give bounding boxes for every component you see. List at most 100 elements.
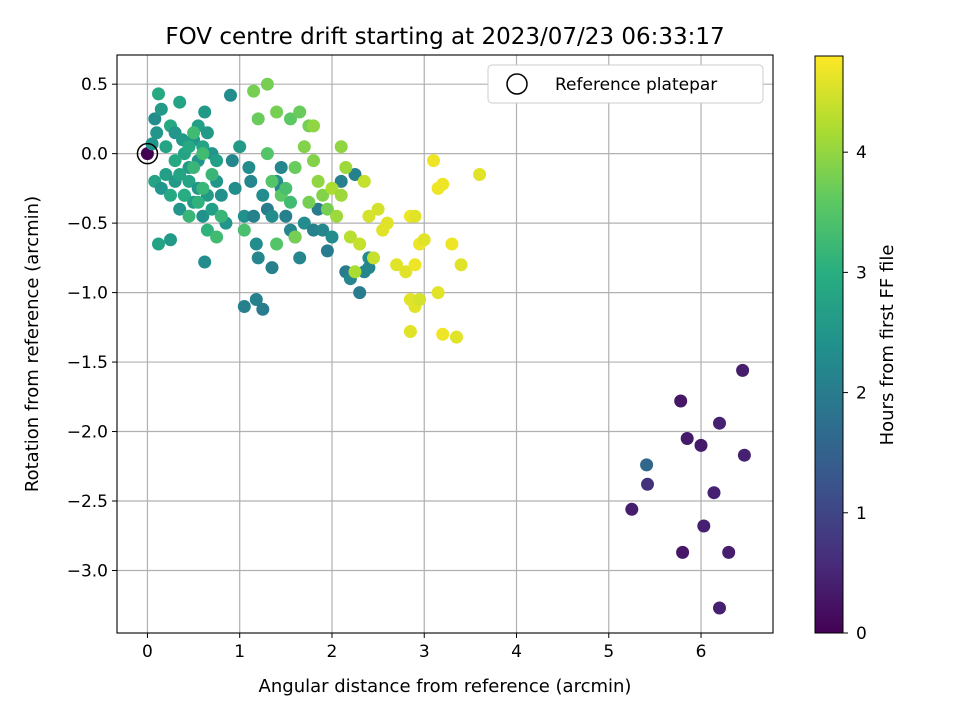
- data-point: [265, 174, 279, 188]
- data-point: [288, 230, 302, 244]
- data-point: [196, 147, 210, 161]
- y-tick-label: −0.5: [67, 214, 108, 234]
- data-point: [625, 502, 639, 516]
- data-point: [256, 188, 270, 202]
- data-point: [225, 154, 239, 168]
- data-point: [228, 181, 242, 195]
- x-tick-label: 3: [419, 642, 430, 662]
- data-point: [320, 202, 334, 216]
- data-point: [154, 102, 168, 116]
- x-axis-label: Angular distance from reference (arcmin): [259, 676, 632, 697]
- data-point: [316, 223, 330, 237]
- data-point: [454, 258, 468, 272]
- data-point: [210, 230, 224, 244]
- data-point: [168, 154, 182, 168]
- y-axis-ticks: 0.5 0.0 −0.5 −1.0 −1.5 −2.0 −2.5 −3.0: [67, 75, 117, 581]
- data-point: [694, 438, 708, 452]
- data-point: [399, 265, 413, 279]
- data-point: [334, 174, 348, 188]
- colorbar-tick-label: 3: [856, 263, 867, 283]
- legend-label: Reference platepar: [555, 75, 717, 95]
- data-point: [214, 209, 228, 223]
- x-tick-label: 4: [511, 642, 522, 662]
- data-point: [279, 181, 293, 195]
- legend: Reference platepar: [487, 64, 764, 104]
- data-point: [159, 168, 173, 181]
- data-point: [152, 87, 165, 101]
- data-point: [408, 209, 422, 223]
- data-point: [339, 161, 353, 174]
- x-tick-label: 0: [142, 642, 153, 662]
- data-point: [362, 209, 376, 223]
- data-point: [249, 293, 263, 306]
- x-tick-label: 2: [327, 642, 338, 662]
- data-point: [182, 140, 196, 154]
- data-point: [205, 168, 219, 181]
- data-point: [164, 188, 177, 202]
- colorbar-tick-label: 1: [856, 504, 867, 524]
- data-point: [390, 258, 404, 272]
- colorbar-tick-label: 4: [856, 143, 867, 163]
- data-point: [205, 202, 219, 216]
- data-point: [408, 258, 422, 272]
- colorbar-ticks: 0 1 2 3 4: [843, 143, 867, 644]
- data-point: [148, 112, 162, 126]
- data-point: [357, 174, 371, 188]
- data-point: [210, 154, 224, 168]
- data-point: [311, 174, 325, 188]
- data-point: [154, 181, 168, 195]
- y-tick-label: 0.5: [81, 75, 108, 95]
- data-point: [187, 161, 201, 174]
- data-point: [697, 519, 711, 533]
- colorbar-tick-label: 0: [856, 624, 867, 644]
- data-point: [237, 209, 251, 223]
- data-point: [260, 77, 274, 91]
- colorbar-tick-label: 2: [856, 384, 867, 404]
- chart-title: FOV centre drift starting at 2023/07/23 …: [165, 24, 724, 50]
- data-point: [237, 300, 251, 313]
- data-point: [450, 330, 463, 344]
- colorbar: 0 1 2 3 4 Hours from first FF file: [814, 55, 898, 644]
- y-tick-label: −2.0: [67, 423, 108, 443]
- x-tick-label: 6: [696, 642, 707, 662]
- data-point: [436, 327, 450, 341]
- data-point: [436, 177, 450, 191]
- data-point: [256, 302, 270, 316]
- data-point: [353, 237, 367, 251]
- data-point: [242, 161, 256, 174]
- data-point: [367, 251, 380, 265]
- data-point: [279, 209, 293, 223]
- data-point: [187, 126, 201, 140]
- data-point: [140, 147, 154, 161]
- plot-frame: [116, 54, 774, 634]
- data-point: [403, 325, 417, 338]
- data-point: [713, 416, 726, 430]
- data-point: [413, 293, 427, 306]
- data-point: [249, 237, 263, 251]
- data-point: [198, 255, 212, 269]
- data-point: [316, 188, 330, 202]
- data-point: [173, 95, 187, 109]
- data-point: [431, 286, 445, 300]
- data-point: [674, 394, 688, 408]
- data-point: [173, 202, 187, 216]
- data-point: [196, 181, 210, 195]
- data-point: [224, 88, 237, 102]
- data-point: [676, 545, 690, 559]
- data-point: [417, 233, 431, 247]
- data-point: [200, 223, 214, 237]
- data-point: [270, 237, 284, 251]
- data-point: [325, 181, 339, 195]
- data-point: [302, 195, 316, 209]
- data-point: [473, 168, 487, 181]
- colorbar-label: Hours from first FF file: [877, 245, 898, 446]
- data-point: [284, 112, 297, 126]
- data-point: [244, 174, 258, 188]
- data-point: [284, 195, 297, 209]
- data-point: [164, 233, 177, 247]
- data-point: [159, 140, 173, 154]
- data-point: [152, 237, 165, 251]
- y-tick-label: 0.0: [81, 145, 108, 165]
- data-point: [182, 174, 196, 188]
